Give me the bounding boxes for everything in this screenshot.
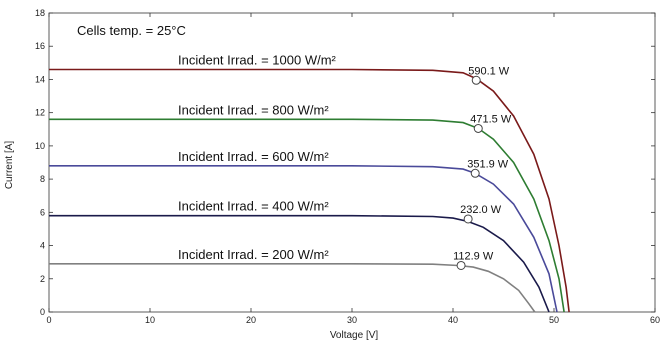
x-tick-label: 10: [145, 315, 155, 325]
y-tick-label: 6: [40, 207, 45, 217]
mpp-marker: [470, 168, 480, 178]
y-tick-label: 14: [35, 74, 45, 84]
y-tick-label: 10: [35, 141, 45, 151]
x-tick-label: 20: [246, 315, 256, 325]
series-line: [49, 263, 536, 313]
series-line: [49, 214, 550, 313]
series-label: Incident Irrad. = 400 W/m²: [178, 199, 329, 214]
x-tick-label: 40: [448, 315, 458, 325]
x-axis-title: Voltage [V]: [330, 330, 379, 341]
mpp-marker: [463, 214, 473, 224]
series-line: [49, 165, 558, 313]
y-tick-label: 4: [40, 241, 45, 251]
series-label: Incident Irrad. = 200 W/m²: [178, 247, 329, 262]
mpp-markers: 590.1 W 471.5 W 351.9 W 232.0 W 112.9 W: [453, 65, 512, 270]
x-tick-label: 30: [347, 315, 357, 325]
mpp-label: 590.1 W: [468, 65, 510, 77]
series-label: Incident Irrad. = 1000 W/m²: [178, 52, 337, 67]
mpp-marker: [473, 123, 483, 133]
series-lines: [49, 68, 570, 313]
x-axis: 0 10 20 30 40 50 60: [46, 13, 660, 325]
x-tick-label: 60: [650, 315, 660, 325]
plot-border: [48, 12, 656, 313]
y-axis-title: Current [A]: [4, 141, 15, 190]
y-tick-label: 8: [40, 174, 45, 184]
y-axis: 0 2 4 6 8 10 12 14 16 18: [35, 8, 655, 317]
mpp-label: 232.0 W: [460, 204, 502, 216]
mpp-marker: [471, 75, 481, 85]
plot-frame: [48, 12, 656, 313]
y-tick-label: 18: [35, 8, 45, 18]
mpp-marker: [456, 260, 466, 270]
mpp-label: 471.5 W: [470, 113, 512, 125]
chart-annotation: Cells temp. = 25°C: [77, 23, 186, 38]
y-tick-label: 2: [40, 274, 45, 284]
y-tick-label: 0: [40, 307, 45, 317]
mpp-label: 351.9 W: [467, 158, 509, 170]
series-labels: Incident Irrad. = 1000 W/m² Incident Irra…: [178, 52, 337, 261]
series-label: Incident Irrad. = 600 W/m²: [178, 149, 329, 164]
x-tick-label: 50: [549, 315, 559, 325]
series-line: [49, 68, 570, 313]
y-tick-label: 16: [35, 41, 45, 51]
x-tick-label: 0: [46, 315, 51, 325]
y-tick-label: 12: [35, 108, 45, 118]
series-label: Incident Irrad. = 800 W/m²: [178, 102, 329, 117]
mpp-label: 112.9 W: [453, 250, 494, 262]
